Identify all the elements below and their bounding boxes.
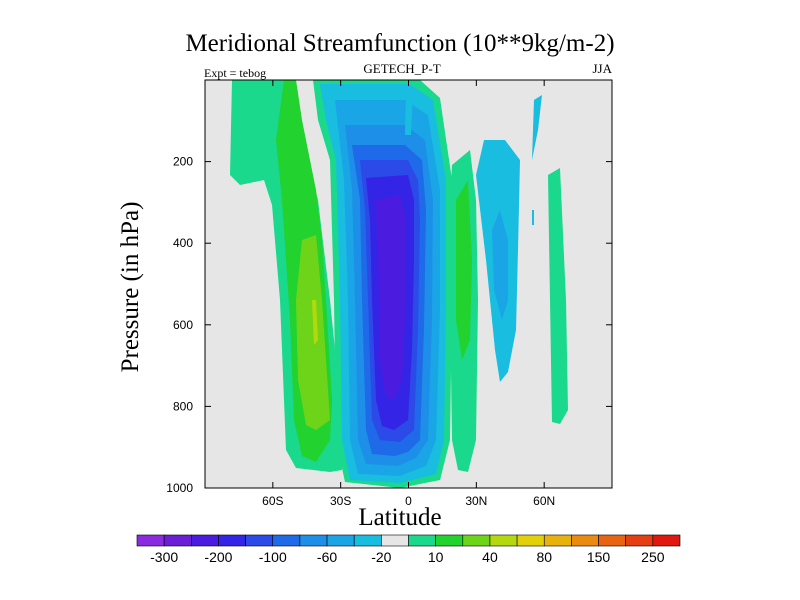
experiment-label: Expt = tebog [204, 66, 267, 80]
y-tick-label: 600 [173, 318, 193, 332]
x-tick-label: 0 [405, 494, 412, 508]
x-axis-ticks: 60S 30S 0 30N 60N [262, 80, 555, 508]
colorbar-swatch [299, 534, 328, 547]
colorbar-swatch [191, 534, 219, 547]
y-axis-ticks: 200 400 600 800 1000 [166, 155, 612, 495]
southern-positive-cell [230, 80, 342, 472]
colorbar-swatch [163, 534, 192, 547]
x-tick-label: 60S [262, 494, 283, 508]
colorbar-label: -100 [259, 549, 287, 565]
colorbar-swatch [516, 534, 545, 547]
colorbar-label: 80 [536, 549, 552, 565]
x-tick-label: 30N [465, 494, 487, 508]
y-tick-label: 800 [173, 399, 193, 413]
colorbar-label: 250 [641, 549, 665, 565]
colorbar-swatch [652, 534, 681, 547]
colorbar-swatch [326, 534, 355, 547]
x-tick-label: 60N [533, 494, 555, 508]
y-tick-label: 1000 [166, 481, 193, 495]
colorbar-label: -60 [317, 549, 337, 565]
colorbar-swatch [489, 534, 518, 547]
colorbar-swatch [353, 534, 382, 547]
x-tick-label: 30S [330, 494, 351, 508]
colorbar-label: -20 [371, 549, 391, 565]
colorbar: -300 -200 -100 -60 -20 10 40 80 150 250 [136, 534, 681, 565]
colorbar-swatch [245, 534, 274, 547]
dataset-label: GETECH_P-T [363, 61, 441, 76]
colorbar-swatch [381, 534, 409, 547]
colorbar-label: 150 [587, 549, 611, 565]
colorbar-swatch [218, 534, 246, 547]
colorbar-swatch [543, 534, 572, 547]
colorbar-swatch [462, 534, 491, 547]
chart-title: Meridional Streamfunction (10**9kg/m-2) [185, 30, 615, 57]
colorbar-label: -300 [150, 549, 178, 565]
colorbar-swatch [136, 534, 165, 547]
northern-positive-cell [450, 150, 478, 472]
season-label: JJA [592, 61, 612, 76]
colorbar-swatch [272, 534, 301, 547]
colorbar-swatch [408, 534, 436, 547]
colorbar-label: 40 [482, 549, 498, 565]
colorbar-label: 10 [428, 549, 444, 565]
x-axis-label: Latitude [358, 504, 442, 531]
y-tick-label: 400 [173, 236, 193, 250]
northern-negative-cell [476, 95, 542, 382]
polar-positive-cell [548, 168, 568, 424]
equatorial-negative-cell [313, 80, 452, 488]
y-tick-label: 200 [173, 155, 193, 169]
colorbar-label: -200 [204, 549, 232, 565]
colorbar-swatch [571, 534, 599, 547]
colorbar-swatch [598, 534, 626, 547]
colorbar-swatch [435, 534, 464, 547]
colorbar-swatch [625, 534, 654, 547]
